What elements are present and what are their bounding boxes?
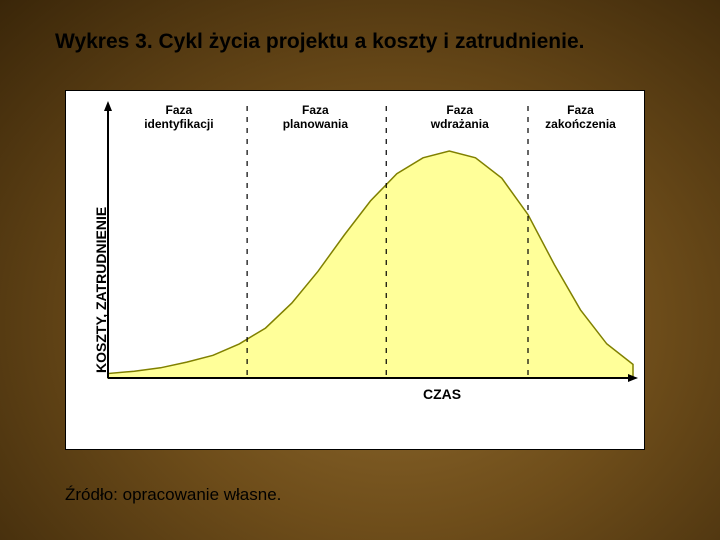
slide-title: Wykres 3. Cykl życia projektu a koszty i… [55,30,584,54]
y-axis-label: KOSZTY, ZATRUDNIENIE [93,207,109,373]
phase-label-2: Fazaplanowania [255,103,375,132]
phase-label-4: Fazazakończenia [521,103,641,132]
x-axis-label: CZAS [423,386,461,402]
phase-label-1: Fazaidentyfikacji [119,103,239,132]
area-fill [108,151,633,378]
chart-container: KOSZTY, ZATRUDNIENIE CZAS Fazaidentyfikacj… [65,90,645,450]
slide: Wykres 3. Cykl życia projektu a koszty i… [0,0,720,540]
source-text: Źródło: opracowanie własne. [65,485,281,505]
phase-label-3: Fazawdrażania [400,103,520,132]
chart-svg [66,91,646,451]
y-axis-arrow [104,101,112,111]
